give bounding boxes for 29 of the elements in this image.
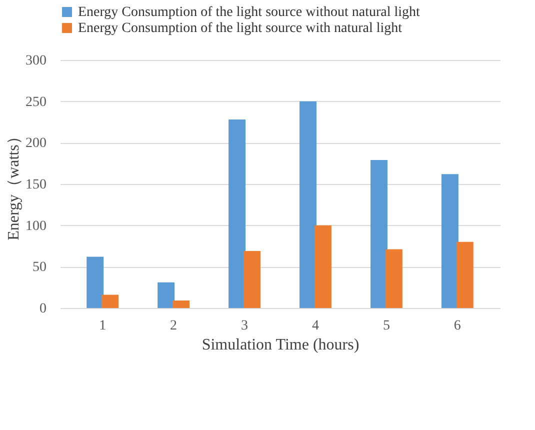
x-tick-label: 5 (382, 318, 390, 334)
bar (228, 120, 246, 308)
y-tick-label: 0 (40, 302, 46, 316)
x-tick-label: 2 (170, 318, 178, 334)
bar (441, 174, 458, 308)
bar (172, 300, 190, 308)
y-axis-title: Energy（watts） (6, 128, 22, 240)
legend-label: Energy Consumption of the light source with natural light (78, 21, 402, 36)
bar (158, 282, 175, 308)
y-tick-label: 300 (26, 54, 46, 68)
legend-label: Energy Consumption of the light source without natural light (78, 5, 420, 20)
bar (102, 294, 119, 308)
x-tick-label: 4 (312, 318, 319, 334)
x-tick-label: 1 (99, 318, 106, 334)
y-tick-label: 250 (26, 94, 46, 110)
bar (243, 250, 260, 308)
bar (314, 225, 332, 308)
y-tick-label: 200 (26, 136, 46, 152)
bar (300, 101, 317, 308)
y-tick-label: 150 (26, 178, 46, 192)
bar (456, 242, 474, 308)
bar (370, 160, 388, 308)
y-tick-label: 50 (32, 260, 46, 276)
bar (86, 256, 104, 308)
y-tick-label: 100 (26, 218, 46, 234)
x-tick-label: 6 (454, 318, 461, 334)
x-tick-label: 3 (241, 318, 248, 334)
x-axis-title: Simulation Time (hours) (202, 336, 360, 354)
bar (385, 249, 402, 308)
